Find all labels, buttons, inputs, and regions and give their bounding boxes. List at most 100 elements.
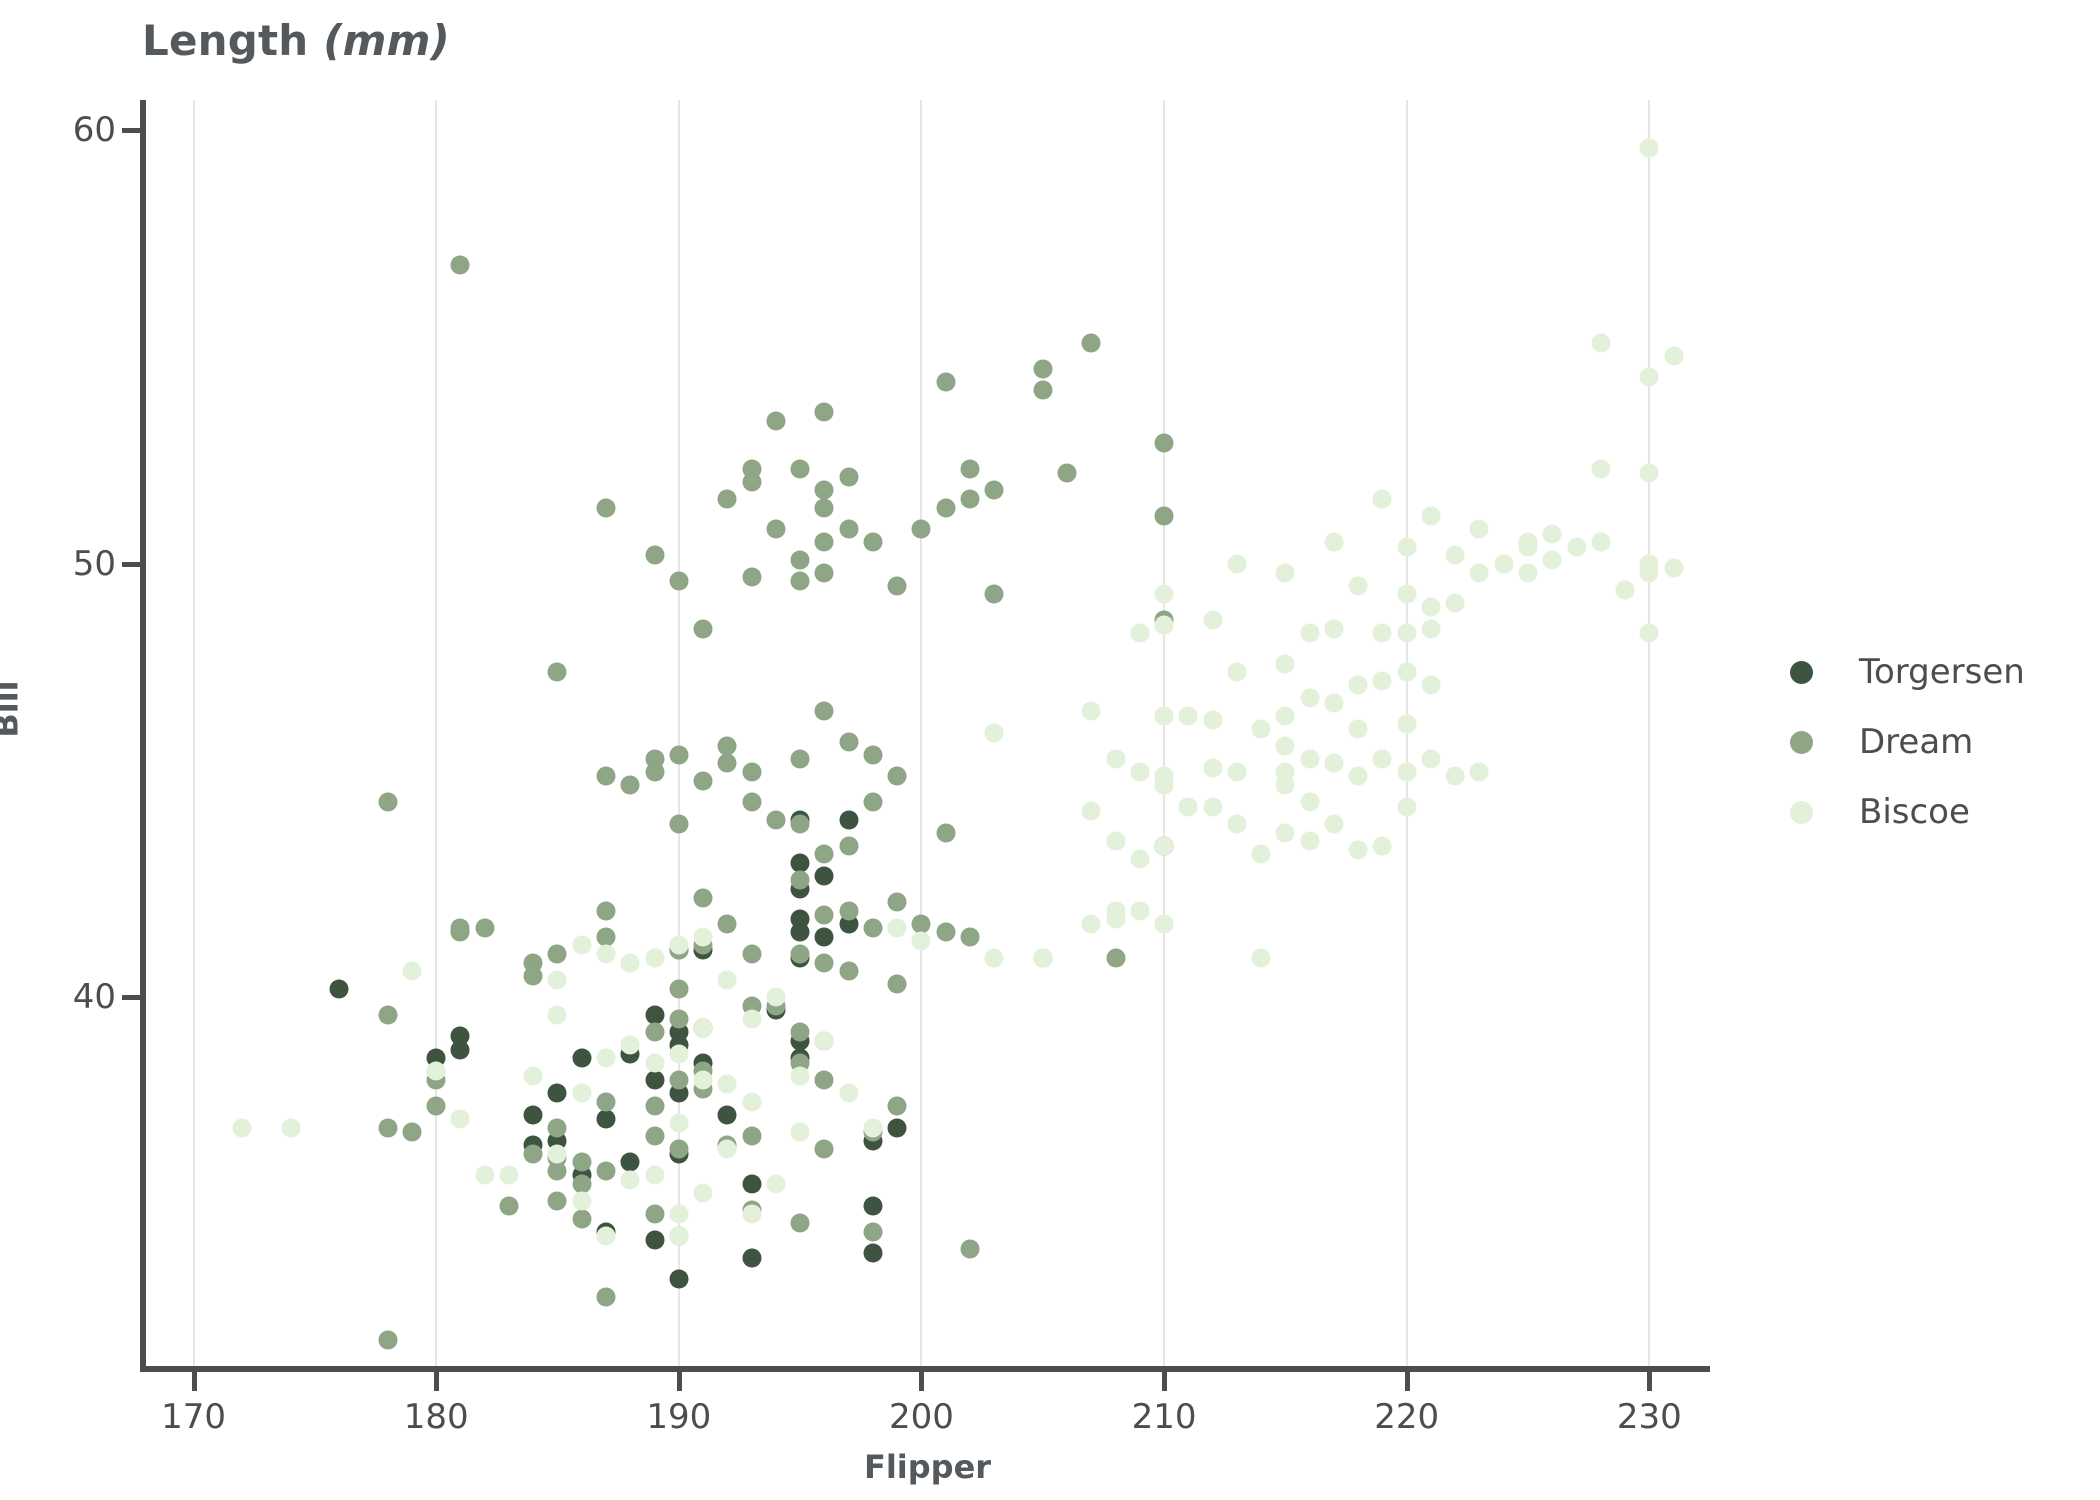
data-point [1348, 766, 1368, 786]
data-point [499, 1196, 519, 1216]
data-point [936, 372, 956, 392]
data-point [1300, 688, 1320, 708]
data-point [572, 935, 592, 955]
data-point [1130, 762, 1150, 782]
data-point [717, 489, 737, 509]
gridline-x-180 [435, 100, 438, 1366]
y-tick-label-50: 50 [72, 543, 116, 584]
data-point [863, 532, 883, 552]
data-point [669, 814, 689, 834]
data-point [790, 459, 810, 479]
data-point [669, 1070, 689, 1090]
data-point [402, 961, 422, 981]
data-point [523, 1066, 543, 1085]
data-point [984, 480, 1004, 500]
data-point [402, 1122, 422, 1142]
data-point [450, 918, 470, 938]
data-point [669, 1009, 689, 1029]
data-point [645, 948, 665, 968]
data-point [742, 472, 762, 492]
data-point [1445, 766, 1465, 786]
data-point [814, 498, 834, 518]
data-point [1081, 801, 1101, 821]
data-point [814, 866, 834, 886]
data-point [1421, 675, 1441, 695]
data-point [669, 1226, 689, 1246]
data-point [547, 1118, 567, 1138]
data-point [1203, 610, 1223, 630]
data-point [814, 1031, 834, 1051]
data-point [717, 1105, 737, 1125]
data-point [547, 1083, 567, 1103]
data-point [717, 970, 737, 990]
data-point [1324, 814, 1344, 834]
data-point [669, 571, 689, 591]
data-point [1324, 693, 1344, 713]
data-point [887, 576, 907, 596]
data-point [596, 1226, 616, 1246]
data-point [426, 1061, 446, 1081]
data-point [984, 948, 1004, 968]
legend-item-biscoe[interactable]: Biscoe [1790, 790, 1970, 834]
data-point [1421, 506, 1441, 526]
data-point [814, 402, 834, 422]
data-point [669, 935, 689, 955]
y-tick-mark-50 [122, 561, 140, 567]
data-point [1106, 831, 1126, 851]
data-point [1106, 909, 1126, 929]
data-point [596, 1161, 616, 1181]
data-point [1372, 836, 1392, 856]
data-point [814, 1139, 834, 1159]
data-point [1227, 762, 1247, 782]
data-point [742, 792, 762, 812]
data-point [1324, 753, 1344, 773]
data-point [742, 567, 762, 587]
data-point [742, 944, 762, 964]
data-point [1397, 584, 1417, 604]
data-point [281, 1118, 301, 1138]
x-tick-mark-220 [1404, 1372, 1410, 1391]
data-point [766, 810, 786, 830]
data-point [839, 961, 859, 981]
legend-item-dream[interactable]: Dream [1790, 720, 1973, 764]
data-point [378, 1330, 398, 1350]
legend-swatch-icon [1790, 660, 1813, 684]
data-point [984, 584, 1004, 604]
legend-item-torgersen[interactable]: Torgersen [1790, 650, 2025, 694]
data-point [1469, 519, 1489, 539]
data-point [1275, 563, 1295, 583]
data-point [766, 411, 786, 431]
data-point [1154, 506, 1174, 526]
data-point [960, 927, 980, 947]
data-point [426, 1096, 446, 1116]
data-point [814, 927, 834, 947]
data-point [547, 970, 567, 990]
data-point [596, 1092, 616, 1112]
data-point [596, 944, 616, 964]
data-point [911, 519, 931, 539]
data-point [596, 766, 616, 786]
data-point [1227, 814, 1247, 834]
data-point [911, 914, 931, 934]
data-point [1251, 948, 1271, 968]
data-point [1106, 749, 1126, 769]
data-point [596, 927, 616, 947]
x-tick-mark-230 [1647, 1372, 1653, 1391]
chart-title-unit: (mm) [323, 16, 450, 65]
data-point [620, 1170, 640, 1190]
data-point [1639, 367, 1659, 387]
data-point [596, 1287, 616, 1307]
data-point [887, 1118, 907, 1138]
x-tick-label-230: 230 [1616, 1397, 1682, 1437]
data-point [863, 1222, 883, 1242]
legend-label: Torgersen [1859, 652, 2025, 692]
data-point [1567, 537, 1587, 557]
x-tick-label-200: 200 [888, 1397, 954, 1437]
data-point [450, 1026, 470, 1046]
data-point [1348, 576, 1368, 596]
data-point [863, 792, 883, 812]
data-point [547, 1191, 567, 1211]
data-point [1591, 333, 1611, 353]
data-point [1348, 719, 1368, 739]
data-point [742, 1126, 762, 1146]
